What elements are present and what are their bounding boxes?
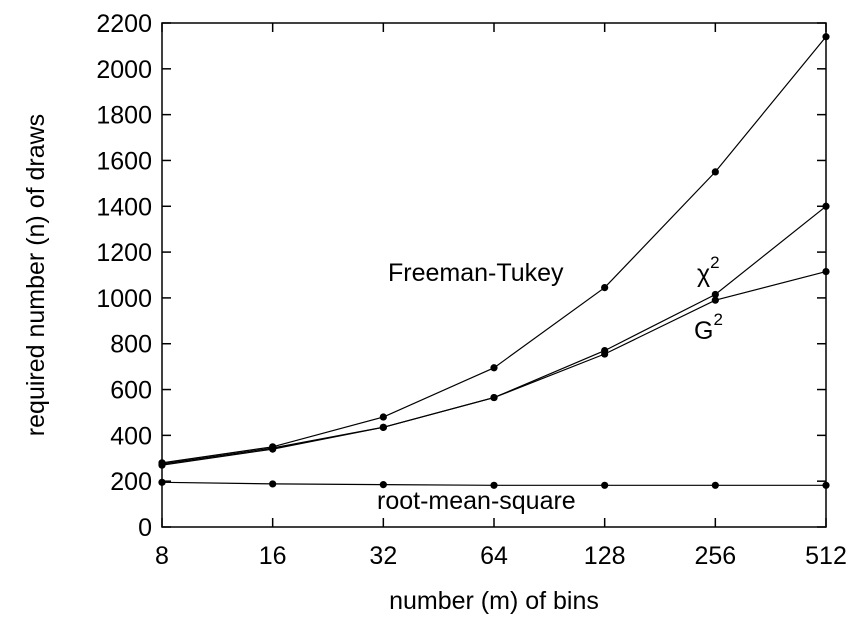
y-tick-label: 2200 [96, 10, 152, 38]
series-label-root-mean-square: root-mean-square [377, 487, 576, 515]
g-squared-base: G [694, 317, 713, 345]
x-axis-title: number (m) of bins [389, 587, 599, 615]
x-tick-label: 64 [480, 542, 508, 570]
x-tick-label: 512 [805, 542, 847, 570]
series-label-freeman-tukey: Freeman-Tukey [388, 259, 564, 287]
series-label-g-squared: G2 [694, 310, 723, 345]
data-point [822, 33, 830, 41]
x-axis-ticks: 8 16 32 64 128 256 512 [155, 23, 847, 570]
x-tick-label: 128 [584, 542, 626, 570]
data-point [490, 481, 498, 489]
data-point [601, 350, 609, 358]
data-point [601, 481, 609, 489]
series-line-1 [161, 205, 827, 465]
y-tick-label: 2000 [96, 56, 152, 84]
g-squared-superscript: 2 [713, 310, 722, 329]
data-point [158, 461, 166, 469]
data-point [711, 290, 719, 299]
y-tick-label: 400 [110, 422, 152, 450]
y-tick-label: 600 [110, 377, 152, 405]
data-point [822, 481, 830, 489]
data-point [379, 423, 387, 431]
series-points [158, 33, 830, 489]
data-point [711, 481, 719, 489]
y-tick-label: 200 [110, 468, 152, 496]
y-tick-label: 1400 [96, 193, 152, 221]
y-tick-label: 1800 [96, 102, 152, 130]
data-point [711, 296, 719, 304]
data-point [269, 480, 277, 488]
data-point [269, 445, 277, 453]
data-point [490, 364, 498, 372]
x-tick-label: 32 [369, 542, 397, 570]
data-point [490, 393, 498, 402]
y-axis-title: required number (n) of draws [22, 114, 50, 436]
y-tick-label: 1000 [96, 285, 152, 313]
data-point [822, 267, 830, 276]
data-point [158, 478, 166, 486]
x-tick-label: 8 [155, 542, 169, 570]
chi-squared-superscript: 2 [710, 253, 719, 272]
y-tick-label: 1200 [96, 239, 152, 267]
data-point [822, 202, 830, 210]
chi-squared-base: χ [697, 260, 710, 288]
data-point [601, 284, 609, 292]
data-point [711, 168, 719, 176]
series-label-chi-squared: χ2 [697, 253, 720, 288]
y-tick-label: 0 [138, 514, 152, 542]
data-point [379, 481, 387, 489]
data-point [379, 413, 387, 421]
y-axis-ticks: 0 200 400 600 800 1000 1200 1400 1600 1800 2000 220… [96, 10, 826, 542]
x-tick-label: 256 [694, 542, 736, 570]
x-tick-label: 16 [259, 542, 287, 570]
y-tick-label: 1600 [96, 147, 152, 175]
y-tick-label: 800 [110, 331, 152, 359]
